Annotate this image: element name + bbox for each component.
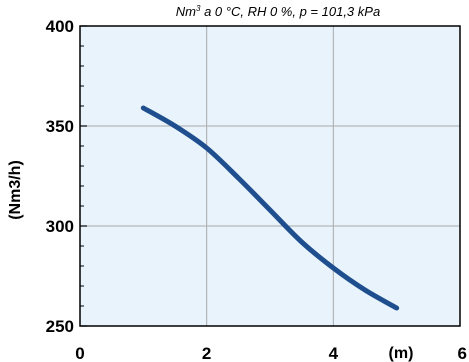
- y-tick-label-3: 400: [46, 17, 74, 36]
- top-note-unit: Nm: [176, 4, 196, 19]
- plot-frame: [79, 25, 461, 327]
- plot-area: [80, 26, 460, 326]
- grid-lines: [80, 26, 460, 326]
- series-line: [140, 105, 400, 311]
- x-axis-title: (m): [389, 345, 414, 362]
- top-note-superscript: 3: [196, 4, 201, 13]
- x-tick-label-2: 4: [329, 344, 339, 362]
- y-axis-title: (Nm3/h): [7, 160, 24, 220]
- x-tick-label-0: 0: [75, 344, 84, 362]
- tick-labels: 250 300 350 400 0 2 4 6: [46, 17, 467, 362]
- y-tick-label-1: 300: [46, 217, 74, 236]
- top-note: Nm3 a 0 °C, RH 0 %, p = 101,3 kPa: [176, 4, 380, 19]
- x-tick-label-3: 6: [458, 344, 467, 362]
- x-tick-label-1: 2: [202, 344, 211, 362]
- y-tick-label-2: 350: [46, 117, 74, 136]
- top-note-conditions: a 0 °C, RH 0 %, p = 101,3 kPa: [200, 4, 380, 19]
- y-tick-label-0: 250: [46, 317, 74, 336]
